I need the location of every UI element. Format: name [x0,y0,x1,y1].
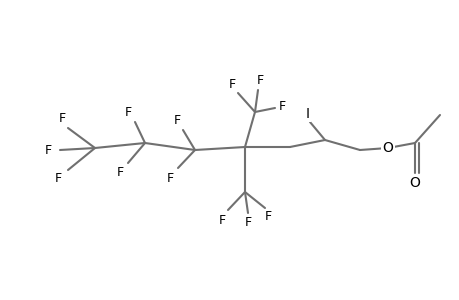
Text: F: F [244,215,251,229]
Text: F: F [173,113,180,127]
Text: O: O [382,141,392,155]
Text: I: I [305,107,309,121]
Text: F: F [166,172,173,184]
Text: F: F [264,211,271,224]
Text: F: F [228,77,235,91]
Text: F: F [54,172,62,184]
Text: F: F [124,106,131,118]
Text: F: F [256,74,263,86]
Text: F: F [116,166,123,178]
Text: F: F [58,112,66,124]
Text: F: F [218,214,225,226]
Text: F: F [45,143,51,157]
Text: O: O [409,176,420,190]
Text: F: F [278,100,285,113]
